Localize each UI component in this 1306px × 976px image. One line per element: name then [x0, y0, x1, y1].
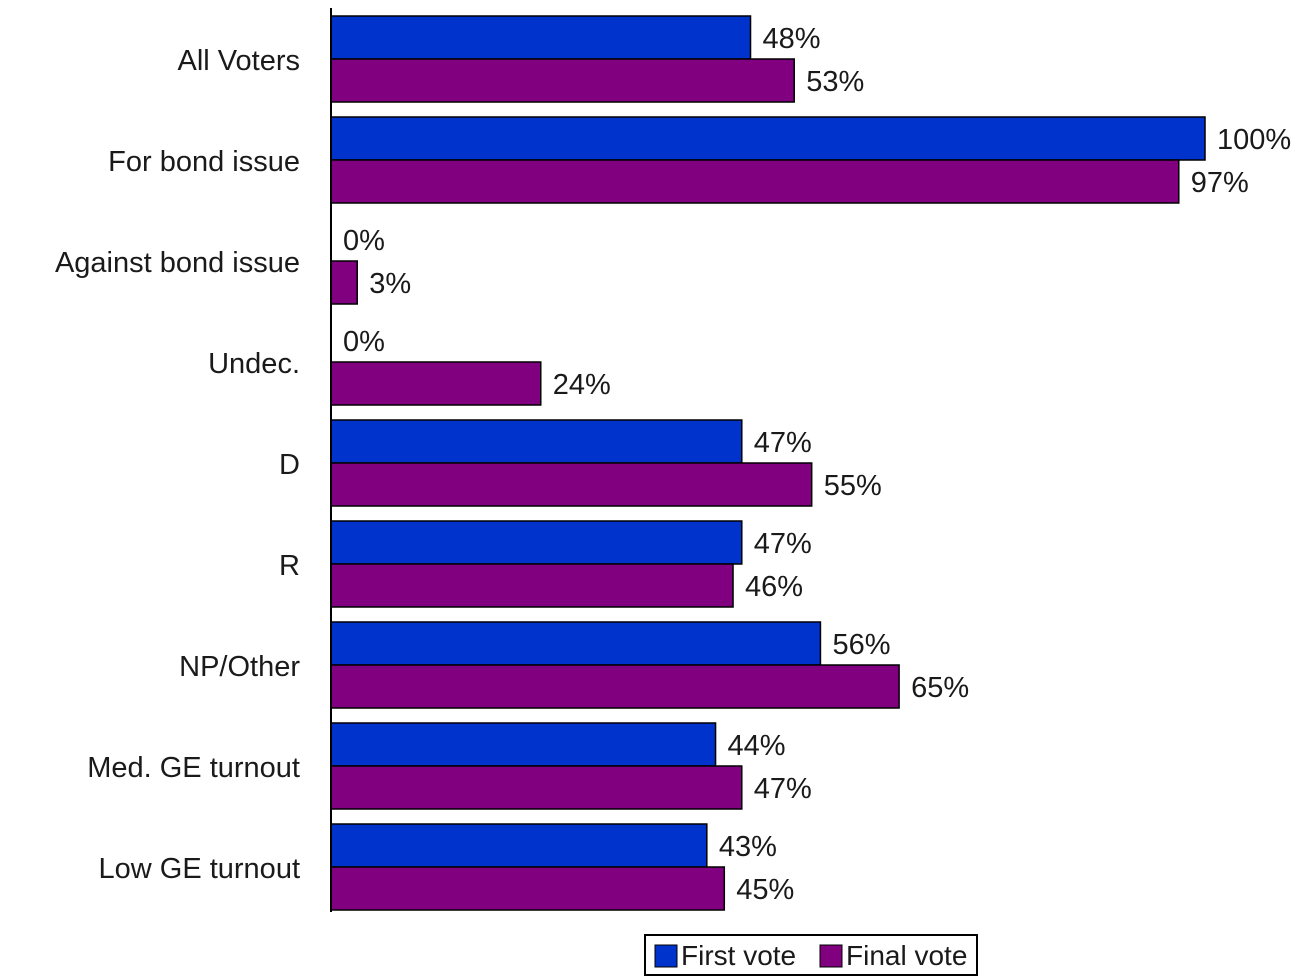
bar-first-vote-all-voters	[330, 15, 752, 60]
bar-first-vote-d	[330, 419, 743, 464]
legend: First vote Final vote	[644, 934, 978, 976]
bar-final-vote-for-bond-issue	[330, 159, 1180, 204]
bar-first-vote-med-ge-turnout	[330, 722, 717, 767]
value-label-first-vote-against-bond-issue: 0%	[343, 225, 385, 257]
value-label-final-vote-for-bond-issue: 97%	[1191, 167, 1249, 199]
value-label-final-vote-r: 46%	[745, 571, 803, 603]
bar-final-vote-against-bond-issue	[330, 260, 358, 305]
value-label-final-vote-undec: 24%	[553, 369, 611, 401]
value-label-final-vote-against-bond-issue: 3%	[369, 268, 411, 300]
legend-box	[644, 934, 978, 976]
value-label-first-vote-d: 47%	[754, 427, 812, 459]
bar-final-vote-np-other	[330, 664, 900, 709]
value-label-final-vote-d: 55%	[824, 470, 882, 502]
value-label-final-vote-np-other: 65%	[911, 672, 969, 704]
bar-first-vote-for-bond-issue	[330, 116, 1206, 161]
value-label-first-vote-r: 47%	[754, 528, 812, 560]
category-label-against-bond-issue: Against bond issue	[55, 247, 300, 279]
value-label-first-vote-med-ge-turnout: 44%	[728, 730, 786, 762]
category-label-undec: Undec.	[208, 348, 300, 380]
bar-final-vote-all-voters	[330, 58, 795, 103]
value-label-first-vote-low-ge-turnout: 43%	[719, 831, 777, 863]
value-label-final-vote-med-ge-turnout: 47%	[754, 773, 812, 805]
category-label-all-voters: All Voters	[178, 45, 301, 77]
value-label-first-vote-for-bond-issue: 100%	[1217, 124, 1291, 156]
bar-final-vote-r	[330, 563, 734, 608]
value-label-first-vote-np-other: 56%	[832, 629, 890, 661]
value-label-final-vote-low-ge-turnout: 45%	[736, 874, 794, 906]
category-label-np-other: NP/Other	[179, 651, 300, 683]
labels-layer: All Voters 48% 53% For bond issue 100% 97% Aga…	[55, 23, 1291, 906]
bar-final-vote-d	[330, 462, 813, 507]
legend-swatch-final-vote	[819, 944, 843, 968]
category-label-r: R	[279, 550, 300, 582]
category-label-d: D	[279, 449, 300, 481]
category-label-low-ge-turnout: Low GE turnout	[99, 853, 301, 885]
value-label-first-vote-undec: 0%	[343, 326, 385, 358]
bar-first-vote-low-ge-turnout	[330, 823, 708, 868]
bar-final-vote-low-ge-turnout	[330, 866, 726, 911]
legend-label-final-vote: Final vote	[846, 940, 967, 971]
legend-swatch-first-vote	[654, 944, 678, 968]
category-label-for-bond-issue: For bond issue	[108, 146, 300, 178]
bar-final-vote-med-ge-turnout	[330, 765, 743, 810]
bar-first-vote-r	[330, 520, 743, 565]
bar-final-vote-undec	[330, 361, 542, 406]
category-label-med-ge-turnout: Med. GE turnout	[87, 752, 300, 784]
bars-layer	[330, 15, 1206, 911]
value-label-first-vote-all-voters: 48%	[763, 23, 821, 55]
bar-first-vote-np-other	[330, 621, 822, 666]
legend-label-first-vote: First vote	[681, 940, 796, 971]
value-label-final-vote-all-voters: 53%	[806, 66, 864, 98]
